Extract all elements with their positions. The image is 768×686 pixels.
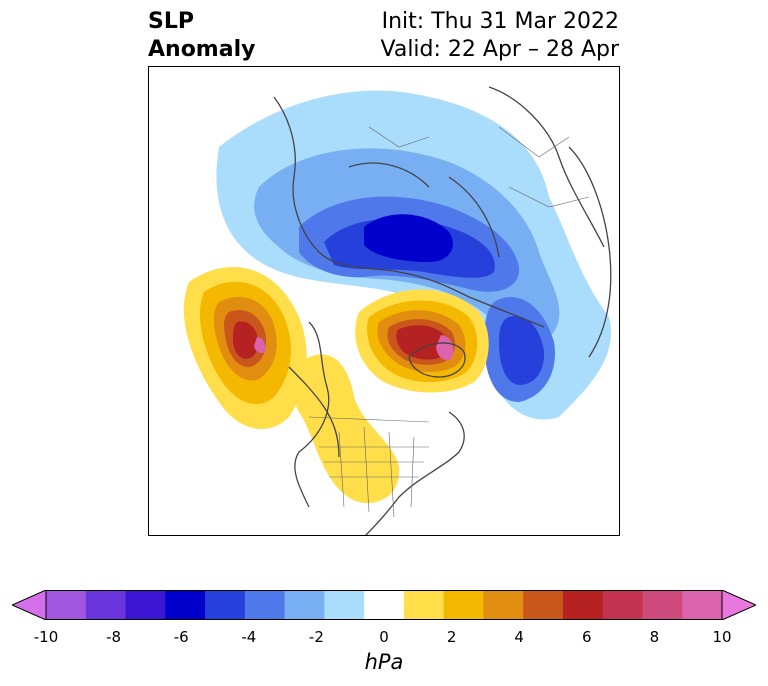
colorbar-outline [45,590,723,620]
colorbar-bin [443,590,484,620]
colorbar-extend-low [12,590,47,620]
colorbar-tick-label: 8 [649,628,660,646]
colorbar-bin [483,590,524,620]
colorbar-tick-label: 0 [379,628,389,646]
colorbar-bin [125,590,166,620]
colorbar-tick-label: 2 [446,628,457,646]
colorbar-bin [324,590,365,620]
colorbar-bin [46,590,87,620]
colorbar-bin [602,590,643,620]
title-left: SLP Anomaly [148,8,255,64]
colorbar-tick-label: 10 [712,628,732,646]
valid-range: Valid: 22 Apr – 28 Apr [380,37,620,62]
colorbar-bin [284,590,325,620]
title-right: Init: Thu 31 Mar 2022 Valid: 22 Apr – 28… [381,8,620,64]
colorbar-bin [682,590,723,620]
colorbar-extend-high [721,590,756,620]
positive-anomaly-us [293,354,400,504]
colorbar-unit: hPa [364,650,404,674]
colorbar-bin [85,590,127,620]
map-panel [148,66,620,536]
init-date: Init: Thu 31 Mar 2022 [381,9,619,34]
colorbar-bin [403,590,445,620]
coastlines [273,86,612,535]
colorbar-bin [244,590,286,620]
colorbar-tick-label: -8 [106,628,122,646]
colorbar-tick-label: -10 [33,628,59,646]
colorbar-bin [562,590,604,620]
country-borders [308,126,590,518]
title-variable: SLP [148,9,194,34]
colorbar-tick-label: -6 [173,628,189,646]
title-type: Anomaly [148,37,256,62]
colorbar-bin [165,590,206,620]
colorbar [12,590,756,620]
colorbar-tick-label: -4 [241,628,257,646]
colorbar-bin [642,590,683,620]
colorbar-tick-label: -2 [308,628,324,646]
colorbar-tick-label: 4 [514,628,524,646]
colorbar-bin [364,590,405,620]
colorbar-bin [523,590,564,620]
positive-anomaly-west [183,267,307,429]
colorbar-tick-label: 6 [582,628,592,646]
negative-anomaly-region [216,90,611,420]
anomaly-map [183,86,612,535]
positive-anomaly-greenland [355,289,489,393]
colorbar-bin [205,590,246,620]
